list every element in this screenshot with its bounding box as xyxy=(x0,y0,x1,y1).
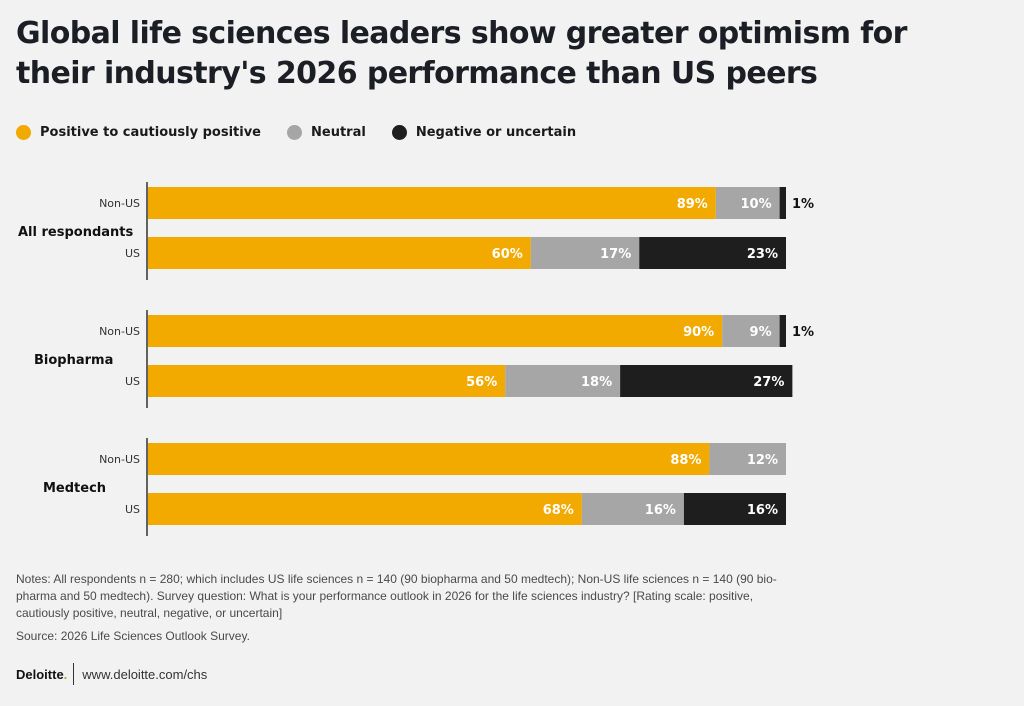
bar-segment-negative xyxy=(639,237,786,269)
data-label: 17% xyxy=(600,247,631,262)
legend-label-negative: Negative or uncertain xyxy=(415,125,577,140)
footer-divider xyxy=(73,663,75,685)
bar-segment-negative xyxy=(779,187,786,219)
legend-swatch-positive xyxy=(16,125,31,140)
data-label: 1% xyxy=(792,197,814,212)
legend-item-negative: Negative or uncertain xyxy=(391,125,577,140)
bar-segment-negative xyxy=(620,365,793,397)
legend-item-neutral: Neutral xyxy=(287,125,366,140)
stacked-bar-chart: All respondants Non-US 89% 10% 1% US 60% 17% 23%… xyxy=(18,182,814,536)
data-label: 9% xyxy=(750,325,772,340)
bar-segment-neutral xyxy=(581,493,684,525)
data-label: 68% xyxy=(543,503,574,518)
row-label: Non-US xyxy=(99,453,140,466)
footer: Deloitte. www.deloitte.com/chs xyxy=(16,663,207,685)
data-label: 90% xyxy=(683,325,714,340)
group-label: Biopharma xyxy=(34,353,113,368)
bar-segment-neutral xyxy=(709,443,786,475)
row-label: Non-US xyxy=(99,197,140,210)
group-label: All respondants xyxy=(18,225,134,240)
bar-segment-neutral xyxy=(722,315,780,347)
legend-swatch-negative xyxy=(391,125,407,140)
data-label: 27% xyxy=(753,375,784,390)
data-label: 56% xyxy=(466,375,497,390)
brand-name: Deloitte xyxy=(16,666,64,682)
brand-dot: . xyxy=(63,666,68,682)
bar-segment-positive xyxy=(148,365,506,397)
data-label: 16% xyxy=(747,503,778,518)
bar-segment-negative xyxy=(779,315,786,347)
footer-url: www.deloitte.com/chs xyxy=(82,666,208,682)
data-label: 10% xyxy=(740,197,771,212)
row-label: US xyxy=(125,375,140,388)
chart-area: All respondants Non-US 89% 10% 1% US 60% 17% 23%… xyxy=(0,170,1024,554)
row-label: Non-US xyxy=(99,325,140,338)
row-label: US xyxy=(125,503,140,516)
legend-item-positive: Positive to cautiously positive xyxy=(16,125,261,140)
bar-segment-neutral xyxy=(530,237,640,269)
bar-segment-positive xyxy=(148,315,723,347)
data-label: 16% xyxy=(645,503,676,518)
chart-title: Global life sciences leaders show greate… xyxy=(16,16,907,91)
legend-label-neutral: Neutral xyxy=(311,125,366,140)
bar-segment-positive xyxy=(148,493,582,525)
bar-segment-negative xyxy=(683,493,786,525)
legend-swatch-neutral xyxy=(287,125,302,140)
data-label: 18% xyxy=(581,375,612,390)
notes: Notes: All respondents n = 280; which in… xyxy=(16,572,777,620)
legend-label-positive: Positive to cautiously positive xyxy=(40,125,261,140)
bar-segment-positive xyxy=(148,443,710,475)
data-label: 12% xyxy=(747,453,778,468)
source: Source: 2026 Life Sciences Outlook Surve… xyxy=(16,629,250,643)
data-label: 23% xyxy=(747,247,778,262)
row-label: US xyxy=(125,247,140,260)
bar-segment-positive xyxy=(148,237,531,269)
data-label: 89% xyxy=(677,197,708,212)
group-label: Medtech xyxy=(43,481,106,496)
data-label: 1% xyxy=(792,325,814,340)
legend: Positive to cautiously positive Neutral … xyxy=(16,125,602,140)
bar-segment-neutral xyxy=(505,365,621,397)
bar-segment-neutral xyxy=(715,187,780,219)
bar-segment-positive xyxy=(148,187,716,219)
data-label: 60% xyxy=(492,247,523,262)
deloitte-logo: Deloitte. xyxy=(16,667,67,682)
data-label: 88% xyxy=(670,453,701,468)
